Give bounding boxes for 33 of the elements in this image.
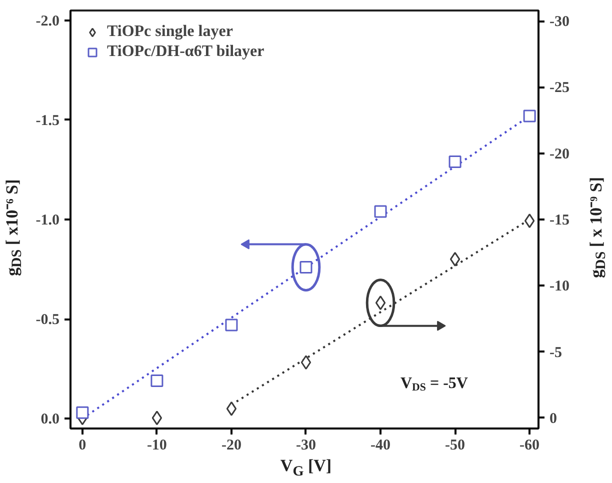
y-tick-label: -1.0 <box>36 212 60 228</box>
y2-tick-label: -25 <box>550 80 570 96</box>
point <box>76 406 89 419</box>
y-tick-label: -0.5 <box>36 312 60 328</box>
x-tick-label: -50 <box>445 438 466 454</box>
y-tick-label: 0.0 <box>40 412 60 428</box>
x-tick-label: -10 <box>146 438 167 454</box>
y2-tick-label: -20 <box>550 146 570 162</box>
point <box>523 110 536 122</box>
y2-tick-label: -15 <box>550 212 570 228</box>
x-axis-title: V$_{G}$ [V] <box>280 456 332 480</box>
point <box>450 252 460 266</box>
legend-label: TiOPc single layer <box>107 23 233 41</box>
x-tick-label: -60 <box>520 438 540 454</box>
y-tick-label: -2.0 <box>36 13 60 30</box>
x-tick-label: -30 <box>296 438 316 454</box>
point <box>374 205 387 218</box>
x-tick-label: 0 <box>78 438 86 454</box>
point <box>152 410 162 426</box>
y2-tick-label: -10 <box>550 278 570 295</box>
y-tick-label: -1.5 <box>36 112 60 129</box>
x-tick-label: -20 <box>221 438 242 454</box>
point <box>226 401 237 416</box>
point <box>524 214 535 228</box>
y2-tick-label: 0 <box>550 410 557 427</box>
legend-label: TiOPc/DH-α6T bilayer <box>107 43 264 61</box>
y2-tick-label: -5 <box>550 344 562 361</box>
point <box>300 355 312 370</box>
x-tick-label: -40 <box>370 438 391 454</box>
point <box>150 374 164 387</box>
point <box>225 318 238 332</box>
y2-tick-label: -30 <box>550 14 570 30</box>
point <box>448 156 462 168</box>
